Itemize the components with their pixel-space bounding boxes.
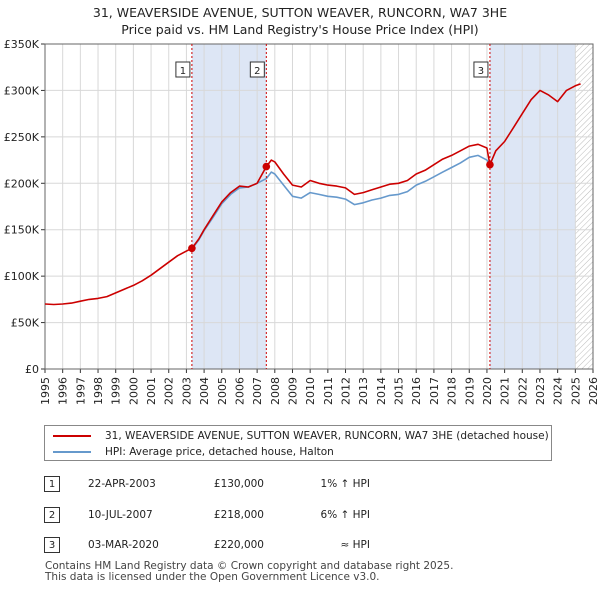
transaction-row: 2 10-JUL-2007 £218,000 6% ↑ HPI [44, 507, 564, 525]
transaction-hpi: 1% ↑ HPI [320, 478, 370, 490]
y-tick-label: £150K [4, 224, 40, 237]
y-tick-label: £200K [4, 177, 40, 190]
marker-label: 3 [478, 66, 484, 77]
legend-label-hpi: HPI: Average price, detached house, Halt… [105, 446, 334, 458]
legend-item-hpi: HPI: Average price, detached house, Halt… [53, 444, 334, 460]
x-tick-label: 2010 [304, 377, 317, 405]
x-tick-label: 2025 [569, 377, 582, 405]
x-tick-label: 2023 [534, 377, 547, 405]
marker-label-box [249, 61, 265, 78]
marker-label: 2 [254, 66, 260, 77]
forecast-hatch [575, 44, 593, 369]
legend-item-price: 31, WEAVERSIDE AVENUE, SUTTON WEAVER, RU… [53, 428, 549, 444]
x-tick-label: 2006 [233, 377, 246, 405]
chart-title: 31, WEAVERSIDE AVENUE, SUTTON WEAVER, RU… [0, 4, 600, 38]
ownership-shade [489, 44, 576, 369]
ownership-shade [191, 44, 267, 369]
legend-swatch-price [53, 435, 91, 437]
x-tick-label: 2007 [251, 377, 264, 405]
title-line-1: 31, WEAVERSIDE AVENUE, SUTTON WEAVER, RU… [92, 5, 508, 20]
y-tick-label: £250K [4, 131, 40, 144]
legend-label-price: 31, WEAVERSIDE AVENUE, SUTTON WEAVER, RU… [105, 430, 549, 442]
transaction-number: 2 [44, 507, 60, 523]
x-tick-label: 2024 [552, 377, 565, 405]
x-tick-label: 2004 [198, 377, 211, 405]
hpi-series-line [191, 154, 491, 250]
x-tick-label: 2015 [393, 377, 406, 405]
x-tick-label: 1995 [39, 377, 52, 405]
x-tick-label: 2022 [516, 377, 529, 405]
x-tick-label: 2002 [163, 377, 176, 405]
sale-marker-point [188, 244, 196, 253]
x-tick-label: 1996 [57, 377, 70, 405]
marker-label-box [473, 61, 489, 78]
transaction-number: 1 [44, 476, 60, 492]
x-tick-label: 2026 [587, 377, 600, 405]
y-tick-label: £100K [4, 270, 40, 283]
y-tick-label: £0 [25, 363, 39, 376]
x-tick-label: 2017 [428, 377, 441, 405]
x-tick-label: 2018 [446, 377, 459, 405]
x-tick-label: 2021 [499, 377, 512, 405]
x-tick-label: 2009 [286, 377, 299, 405]
x-tick-label: 1999 [110, 377, 123, 405]
sale-marker-point [262, 162, 271, 171]
x-tick-label: 2012 [340, 377, 353, 405]
transaction-date: 03-MAR-2020 [88, 539, 159, 551]
transaction-row: 1 22-APR-2003 £130,000 1% ↑ HPI [44, 476, 564, 494]
footer-line-1: Contains HM Land Registry data © Crown c… [45, 560, 454, 572]
x-tick-label: 1998 [92, 377, 105, 405]
x-tick-label: 2003 [180, 377, 193, 405]
y-tick-label: £50K [11, 317, 40, 330]
transaction-hpi: ≈ HPI [340, 539, 370, 551]
transaction-number: 3 [44, 537, 60, 553]
transaction-price: £220,000 [213, 539, 264, 551]
sale-marker-point [486, 160, 494, 169]
transaction-price: £130,000 [213, 478, 264, 490]
x-tick-label: 2001 [145, 377, 158, 405]
footer-line-2: This data is licensed under the Open Gov… [45, 571, 380, 583]
marker-label: 1 [180, 66, 186, 77]
x-tick-label: 2014 [375, 377, 388, 405]
x-tick-label: 2020 [481, 377, 494, 405]
x-tick-label: 2005 [216, 377, 229, 405]
x-tick-label: 2016 [410, 377, 423, 405]
transaction-price: £218,000 [213, 509, 264, 521]
marker-label-box [175, 61, 191, 78]
footer-notice: Contains HM Land Registry data © Crown c… [45, 561, 453, 583]
x-tick-label: 1997 [74, 377, 87, 405]
price-chart: £0 £50K £100K £150K £200K £250K £300K £350K 1995… [4, 38, 600, 405]
transaction-hpi: 6% ↑ HPI [320, 509, 370, 521]
x-tick-label: 2011 [322, 377, 335, 405]
x-tick-label: 2013 [357, 377, 370, 405]
y-tick-label: £350K [4, 38, 40, 51]
title-line-2: Price paid vs. HM Land Registry's House … [121, 22, 479, 37]
transaction-date: 10-JUL-2007 [88, 509, 153, 521]
y-tick-label: £300K [4, 84, 40, 97]
chart-legend: 31, WEAVERSIDE AVENUE, SUTTON WEAVER, RU… [44, 425, 552, 461]
x-tick-label: 2008 [269, 377, 282, 405]
legend-swatch-hpi [53, 451, 91, 453]
x-tick-label: 2000 [127, 377, 140, 405]
transaction-row: 3 03-MAR-2020 £220,000 ≈ HPI [44, 537, 564, 555]
x-tick-label: 2019 [463, 377, 476, 405]
transaction-date: 22-APR-2003 [88, 478, 156, 490]
plot-frame [44, 43, 594, 370]
price-series-line [45, 83, 581, 306]
